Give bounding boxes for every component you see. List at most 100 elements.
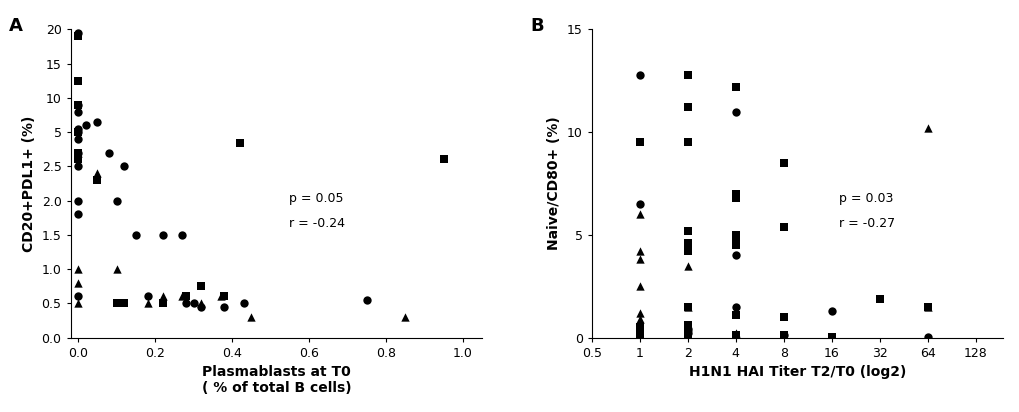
Y-axis label: Naive/CD80+ (%): Naive/CD80+ (%)	[546, 117, 560, 250]
Point	[727, 108, 743, 115]
Point	[679, 303, 695, 310]
Point	[140, 293, 156, 300]
Point	[140, 300, 156, 307]
Point	[90, 177, 106, 183]
Y-axis label: CD20+PDL1+ (%): CD20+PDL1+ (%)	[22, 115, 36, 252]
Point	[919, 303, 935, 310]
Point	[70, 149, 87, 156]
Point	[631, 71, 647, 78]
Point	[70, 149, 87, 156]
Point	[631, 333, 647, 340]
Point	[185, 300, 202, 307]
Point	[70, 125, 87, 132]
Point	[727, 303, 743, 310]
Text: p = 0.05: p = 0.05	[288, 192, 343, 205]
Point	[823, 307, 840, 314]
Point	[631, 283, 647, 290]
Point	[727, 194, 743, 201]
Point	[177, 293, 194, 300]
Point	[108, 266, 124, 272]
Point	[155, 300, 171, 307]
Text: r = -0.24: r = -0.24	[288, 217, 344, 230]
Point	[127, 232, 144, 238]
Point	[727, 242, 743, 248]
Point	[774, 332, 791, 339]
Point	[174, 293, 191, 300]
Point	[774, 223, 791, 230]
Text: p = 0.03: p = 0.03	[838, 192, 893, 205]
Point	[679, 240, 695, 246]
Point	[70, 136, 87, 142]
Point	[70, 300, 87, 307]
Point	[435, 156, 451, 163]
Point	[679, 71, 695, 78]
Point	[193, 303, 209, 310]
Point	[155, 232, 171, 238]
Point	[679, 139, 695, 146]
Point	[212, 293, 228, 300]
Point	[631, 328, 647, 335]
Text: r = -0.27: r = -0.27	[838, 217, 894, 230]
Point	[679, 104, 695, 111]
Point	[679, 324, 695, 330]
Point	[108, 197, 124, 204]
Point	[631, 332, 647, 339]
Point	[396, 314, 413, 320]
Point	[216, 293, 232, 300]
Point	[155, 293, 171, 300]
Point	[70, 101, 87, 108]
Point	[631, 201, 647, 207]
Point	[70, 279, 87, 286]
Point	[70, 266, 87, 272]
Text: B: B	[530, 17, 543, 35]
Point	[631, 324, 647, 330]
Point	[774, 332, 791, 339]
Point	[90, 119, 106, 125]
Point	[116, 163, 132, 170]
Point	[727, 238, 743, 244]
Point	[243, 314, 259, 320]
Text: A: A	[9, 17, 22, 35]
Point	[679, 326, 695, 332]
Point	[823, 333, 840, 340]
Point	[679, 262, 695, 269]
Point	[631, 309, 647, 316]
Point	[216, 303, 232, 310]
Point	[919, 303, 935, 310]
Point	[177, 300, 194, 307]
Point	[727, 332, 743, 339]
Point	[727, 252, 743, 259]
Point	[774, 159, 791, 166]
Point	[70, 163, 87, 170]
Point	[108, 300, 124, 307]
Point	[679, 248, 695, 255]
Point	[77, 122, 94, 129]
Point	[774, 314, 791, 320]
Point	[727, 311, 743, 318]
Point	[174, 232, 191, 238]
Point	[70, 197, 87, 204]
Point	[359, 297, 375, 303]
Point	[919, 333, 935, 340]
Point	[679, 330, 695, 337]
Point	[70, 33, 87, 40]
Point	[679, 227, 695, 234]
Point	[231, 140, 248, 146]
Point	[727, 84, 743, 90]
X-axis label: Plasmablasts at T0
( % of total B cells): Plasmablasts at T0 ( % of total B cells)	[202, 365, 351, 396]
Point	[679, 303, 695, 310]
Point	[70, 156, 87, 163]
Point	[70, 149, 87, 156]
Point	[70, 30, 87, 36]
Point	[70, 293, 87, 300]
Point	[679, 330, 695, 337]
Point	[70, 129, 87, 136]
Point	[727, 190, 743, 197]
Point	[70, 211, 87, 218]
Point	[70, 77, 87, 84]
Point	[919, 125, 935, 131]
X-axis label: H1N1 HAI Titer T2/T0 (log2): H1N1 HAI Titer T2/T0 (log2)	[688, 365, 905, 379]
Point	[727, 330, 743, 337]
Point	[70, 101, 87, 108]
Point	[631, 316, 647, 322]
